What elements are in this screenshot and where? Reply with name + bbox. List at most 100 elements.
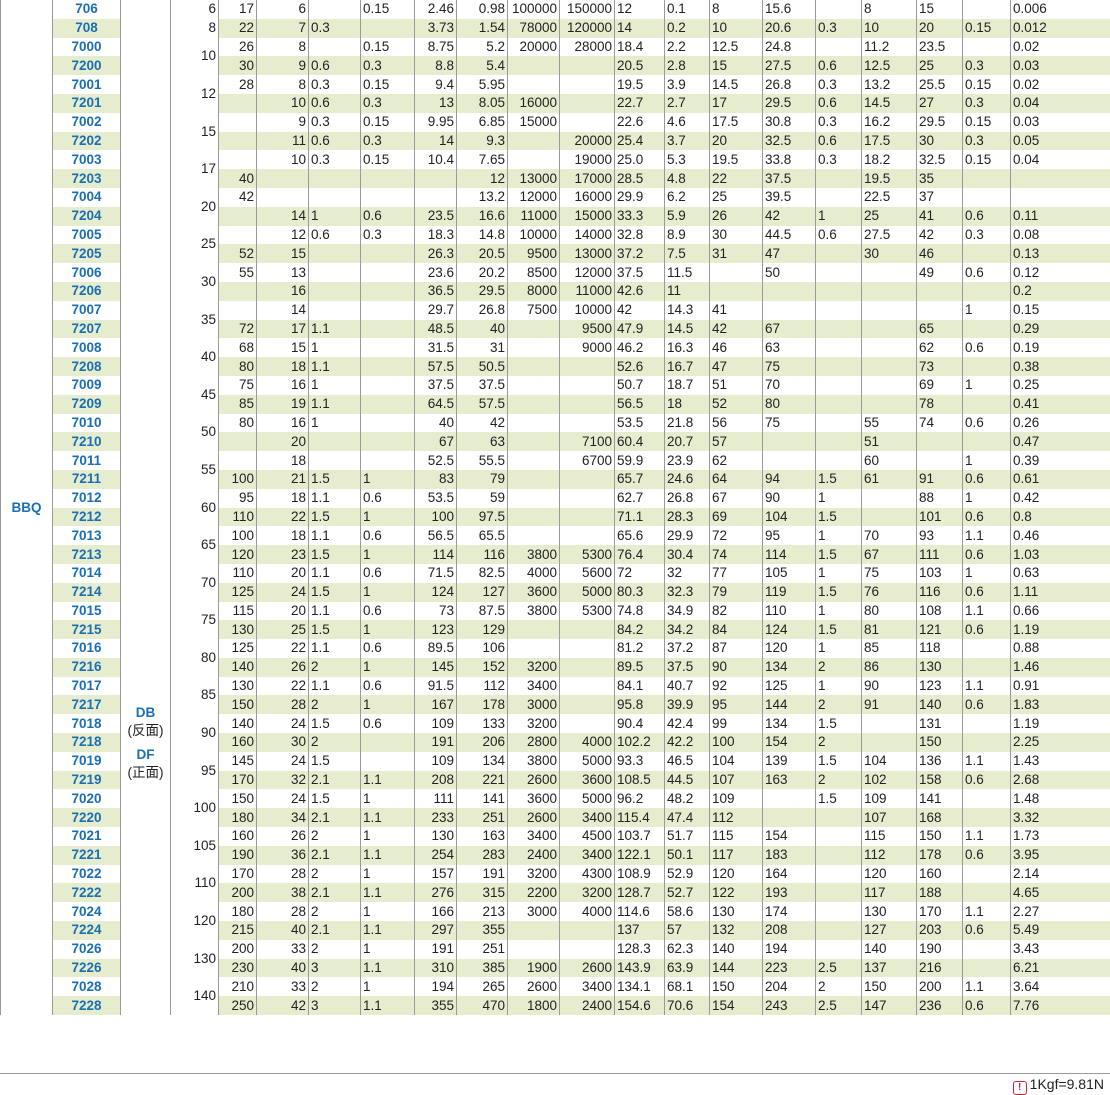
value-cell (507, 526, 560, 546)
value-cell (815, 263, 862, 282)
value-cell: 63 (762, 338, 816, 358)
value-cell: 49 (916, 263, 963, 282)
table-row: 7019 95 145 24 1.5 109 134 3800 5000 93.3 46.5 104 1… (1, 751, 1110, 790)
bore-cell: 105 (170, 827, 219, 865)
value-cell: 5.4 (456, 56, 508, 76)
value-cell: 16 (256, 413, 309, 433)
value-cell (360, 451, 415, 470)
value-cell: 15.6 (762, 0, 816, 19)
value-cell: 23.5 (916, 37, 963, 57)
value-cell: 46 (709, 338, 763, 358)
value-cell: 46 (916, 244, 963, 264)
table-row: 7226 230 40 3 1.1 310 385 1900 2600 143.9 63.9 144 2… (1, 958, 1110, 978)
value-cell: 2600 (507, 770, 560, 790)
model-cell: 7210 (52, 432, 121, 452)
value-cell: 14 (256, 300, 309, 320)
value-cell: 0.15 (360, 37, 415, 57)
value-cell: 3200 (507, 864, 560, 884)
value-cell: 125 (218, 639, 257, 658)
value-cell: 18 (256, 526, 309, 546)
value-cell: 84.1 (614, 676, 665, 696)
value-cell: 115 (861, 827, 917, 846)
value-cell: 130 (709, 902, 763, 922)
value-cell: 1.5 (815, 582, 862, 602)
value-cell (218, 206, 257, 226)
value-cell: 42 (614, 300, 665, 320)
value-cell: 22.7 (614, 93, 665, 113)
value-cell: 128.7 (614, 883, 665, 903)
value-cell: 16.2 (861, 112, 917, 132)
value-cell: 150 (916, 827, 963, 846)
value-cell: 100 (218, 526, 257, 546)
value-cell: 178 (456, 695, 508, 715)
value-cell: 2 (308, 977, 361, 997)
value-cell: 8000 (507, 281, 560, 301)
value-cell: 31.5 (414, 338, 457, 358)
value-cell: 38 (256, 883, 309, 903)
value-cell (507, 939, 560, 959)
value-cell: 1 (962, 563, 1011, 583)
value-cell: 8.75 (414, 37, 457, 57)
value-cell: 3400 (559, 808, 615, 828)
value-cell: 11.2 (861, 37, 917, 57)
value-cell: 0.15 (962, 75, 1011, 94)
value-cell: 2.68 (1010, 770, 1110, 790)
value-cell: 11000 (559, 281, 615, 301)
value-cell: 2400 (559, 996, 615, 1016)
value-cell: 0.3 (360, 93, 415, 113)
model-cell: 7218 (52, 733, 121, 752)
value-cell: 3200 (507, 657, 560, 677)
value-cell: 0.15 (360, 150, 415, 170)
value-cell: 127 (861, 921, 917, 940)
value-cell: 119 (762, 582, 816, 602)
value-cell: 17.5 (709, 112, 763, 132)
value-cell: 86 (861, 657, 917, 677)
value-cell: 6 (256, 0, 309, 19)
value-cell: 130 (414, 827, 457, 846)
value-cell: 97.5 (456, 507, 508, 527)
value-cell: 15 (916, 0, 963, 19)
model-cell: 7013 (52, 526, 121, 546)
bore-cell: 75 (170, 601, 219, 640)
value-cell: 0.6 (962, 582, 1011, 602)
value-cell: 315 (456, 883, 508, 903)
value-cell (815, 883, 862, 903)
value-cell: 19 (256, 394, 309, 414)
value-cell: 0.6 (962, 206, 1011, 226)
value-cell: 37.5 (762, 169, 816, 188)
value-cell: 84.2 (614, 620, 665, 640)
value-cell: 1 (308, 413, 361, 433)
value-cell: 0.6 (360, 676, 415, 696)
value-cell: 46.2 (614, 338, 665, 358)
table-row: 7005 25 12 0.6 0.3 18.3 14.8 10000 14000 32.8 8.9 3… (1, 225, 1110, 264)
model-cell: 7005 (52, 225, 121, 245)
value-cell: 19.5 (614, 75, 665, 94)
value-cell: 20.6 (762, 18, 816, 38)
value-cell: 2 (815, 695, 862, 715)
value-cell: 64 (709, 469, 763, 489)
value-cell: 18.2 (861, 150, 917, 170)
value-cell: 0.6 (360, 639, 415, 658)
value-cell: 0.3 (815, 150, 862, 170)
value-cell: 1 (360, 582, 415, 602)
value-cell: 26 (218, 37, 257, 57)
value-cell (815, 169, 862, 188)
value-cell: 0.63 (1010, 563, 1110, 583)
value-cell: 116 (456, 545, 508, 564)
value-cell: 180 (218, 808, 257, 828)
value-cell: 28 (256, 695, 309, 715)
value-cell (507, 921, 560, 940)
value-cell: 1.5 (815, 714, 862, 734)
value-cell: 52.5 (414, 451, 457, 470)
value-cell: 1 (360, 507, 415, 527)
value-cell: 22.6 (614, 112, 665, 132)
value-cell: 23.5 (414, 206, 457, 226)
value-cell: 1 (360, 977, 415, 997)
value-cell: 141 (916, 789, 963, 809)
value-cell (308, 0, 361, 19)
value-cell: 35 (916, 169, 963, 188)
value-cell: 0.3 (308, 112, 361, 132)
value-cell (559, 469, 615, 489)
value-cell: 0.6 (962, 263, 1011, 282)
value-cell: 8.8 (414, 56, 457, 76)
